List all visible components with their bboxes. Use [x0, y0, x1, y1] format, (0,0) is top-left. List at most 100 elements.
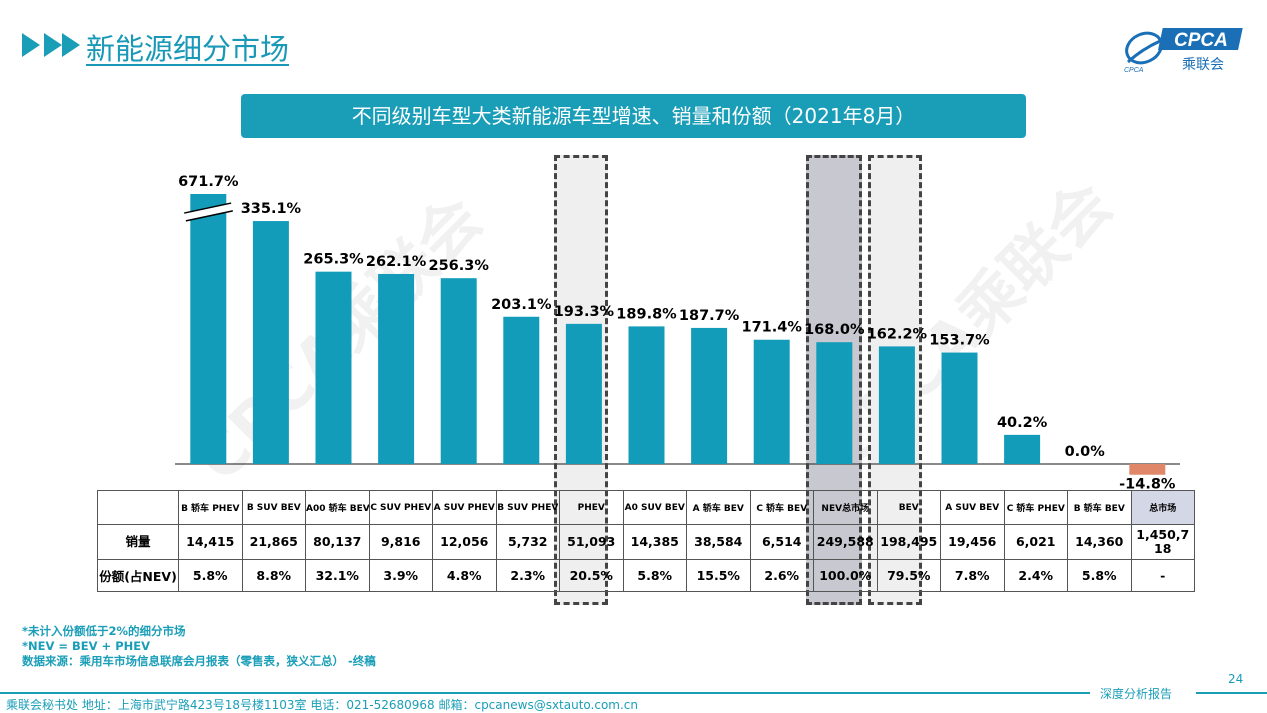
data-label-8: 187.7%: [679, 308, 740, 324]
table-share-cell: 2.4%: [1003, 559, 1068, 592]
bar-13: [1004, 434, 1041, 464]
data-label-5: 203.1%: [491, 297, 552, 313]
note-line: *未计入份额低于2%的细分市场: [22, 624, 186, 638]
table-share-cell: 7.8%: [940, 559, 1005, 592]
data-label-9: 171.4%: [741, 320, 802, 336]
page-number: 24: [1228, 672, 1244, 686]
table-share-cell: 2.3%: [495, 559, 560, 592]
axis-break-mark: [184, 202, 232, 214]
data-label-15: -14.8%: [1119, 477, 1176, 490]
table-share-cell: 4.8%: [432, 559, 497, 592]
footer-divider: [1196, 692, 1267, 694]
table-share-cell: 5.8%: [178, 559, 243, 592]
bar-11: [878, 346, 915, 464]
table-share-cell: 5.8%: [622, 559, 687, 592]
data-label-2: 265.3%: [303, 252, 364, 268]
chevron-icon: [22, 33, 40, 57]
bar-2: [315, 271, 352, 464]
table-header-cell: A0 SUV BEV: [622, 490, 687, 525]
table-sales-cell: 5,732: [495, 524, 560, 560]
table-header-cell: A00 轿车 BEV: [305, 490, 370, 525]
bar-10: [816, 342, 853, 464]
table-sales-cell: 80,137: [305, 524, 370, 560]
data-label-0: 671.7%: [178, 174, 239, 190]
table-header-cell: C 轿车 BEV: [749, 490, 814, 525]
data-label-1: 335.1%: [241, 201, 302, 217]
bar-7: [628, 326, 665, 464]
table-share-cell: 20.5%: [559, 559, 624, 592]
table-sales-cell: 6,021: [1003, 524, 1068, 560]
table-sales-cell: 21,865: [241, 524, 306, 560]
row-label-sales: 销量: [97, 524, 179, 560]
bar-4: [440, 278, 477, 464]
data-label-10: 168.0%: [804, 322, 865, 338]
axis-break-mark: [185, 210, 233, 222]
bar-8: [691, 327, 728, 464]
table-sales-cell: 19,456: [940, 524, 1005, 560]
table-share-cell: 79.5%: [876, 559, 941, 592]
data-label-14: 0.0%: [1065, 444, 1106, 460]
table-header-cell: C 轿车 PHEV: [1003, 490, 1068, 525]
bar-1: [252, 221, 289, 464]
table-header-cell: B SUV PHEV: [495, 490, 560, 525]
footnotes: *未计入份额低于2%的细分市场 *NEV = BEV + PHEV 数据来源：乘…: [22, 624, 376, 669]
table-share-cell: 2.6%: [749, 559, 814, 592]
table-sales-cell: 9,816: [368, 524, 433, 560]
page-title: 新能源细分市场: [86, 32, 290, 66]
chart-banner-title: 不同级别车型大类新能源车型增速、销量和份额（2021年8月）: [241, 94, 1026, 138]
table-sales-cell: 6,514: [749, 524, 814, 560]
table-sales-cell: 38,584: [686, 524, 751, 560]
table-header-cell: BEV: [876, 490, 941, 525]
table-header-cell: B 轿车 PHEV: [178, 490, 243, 525]
data-label-3: 262.1%: [366, 254, 427, 270]
row-label-share: 份额(占NEV): [97, 559, 179, 592]
note-line: *NEV = BEV + PHEV: [22, 639, 151, 653]
data-label-7: 189.8%: [616, 306, 677, 322]
footer-report-label: 深度分析报告: [1100, 687, 1173, 701]
chevron-icon: [62, 33, 80, 57]
footer-divider: [0, 692, 1090, 694]
cpca-logo: CPCA 乘联会 CPCA: [1120, 22, 1248, 78]
table-share-cell: 15.5%: [686, 559, 751, 592]
bar-12: [941, 352, 978, 464]
table-share-cell: 32.1%: [305, 559, 370, 592]
data-label-6: 193.3%: [554, 304, 615, 320]
logo-small: CPCA: [1124, 67, 1144, 74]
table-sales-cell: 198,495: [876, 524, 941, 560]
table-share-cell: 8.8%: [241, 559, 306, 592]
note-line: 数据来源：乘用车市场信息联席会月报表（零售表，狭义汇总） -终稿: [22, 654, 376, 668]
table-share-cell: 100.0%: [813, 559, 878, 592]
table-corner: [97, 490, 179, 525]
bar-chart: 671.7%335.1% 265.3% 262.1% 256.3% 203.1% 193.…: [175, 174, 1180, 490]
bar-5: [503, 316, 540, 464]
data-label-12: 153.7%: [929, 333, 990, 349]
table-header-cell: B SUV BEV: [241, 490, 306, 525]
table-sales-cell: 14,415: [178, 524, 243, 560]
bar-0: [190, 194, 227, 464]
table-header-cell: A SUV BEV: [940, 490, 1005, 525]
data-label-4: 256.3%: [428, 258, 489, 274]
table-sales-cell: 12,056: [432, 524, 497, 560]
table-sales-cell: 14,360: [1067, 524, 1132, 560]
chevron-icon: [44, 33, 62, 57]
bar-3: [378, 273, 415, 464]
table-header-cell: C SUV PHEV: [368, 490, 433, 525]
table-header-cell: A 轿车 BEV: [686, 490, 751, 525]
data-label-13: 40.2%: [997, 415, 1048, 431]
bar-15: [1129, 464, 1166, 475]
table-share-cell: 5.8%: [1067, 559, 1132, 592]
table-header-cell: 总市场: [1130, 490, 1195, 525]
table-sales-cell: 51,093: [559, 524, 624, 560]
table-header-cell: A SUV PHEV: [432, 490, 497, 525]
data-label-11: 162.2%: [867, 326, 928, 342]
axis-break-gap: [184, 203, 233, 221]
logo-sub: 乘联会: [1182, 57, 1224, 73]
data-table: B 轿车 PHEV B SUV BEV A00 轿车 BEV C SUV PHEV A …: [97, 490, 1195, 592]
table-share-cell: 3.9%: [368, 559, 433, 592]
table-header-cell: NEV总市场: [813, 490, 878, 525]
logo-text: CPCA: [1174, 30, 1228, 51]
table-sales-cell: 249,588: [813, 524, 878, 560]
table-header-cell: PHEV: [559, 490, 624, 525]
table-share-cell: -: [1130, 559, 1195, 592]
bar-6: [565, 323, 602, 464]
